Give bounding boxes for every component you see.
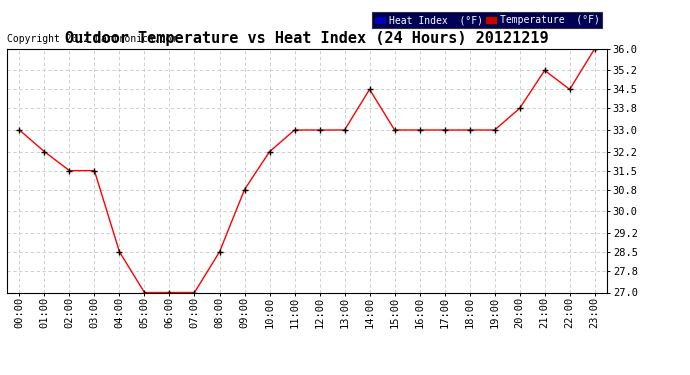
Legend: Heat Index  (°F), Temperature  (°F): Heat Index (°F), Temperature (°F) (371, 12, 602, 28)
Title: Outdoor Temperature vs Heat Index (24 Hours) 20121219: Outdoor Temperature vs Heat Index (24 Ho… (66, 31, 549, 46)
Text: Copyright 2012 Cartronics.com: Copyright 2012 Cartronics.com (7, 34, 177, 44)
